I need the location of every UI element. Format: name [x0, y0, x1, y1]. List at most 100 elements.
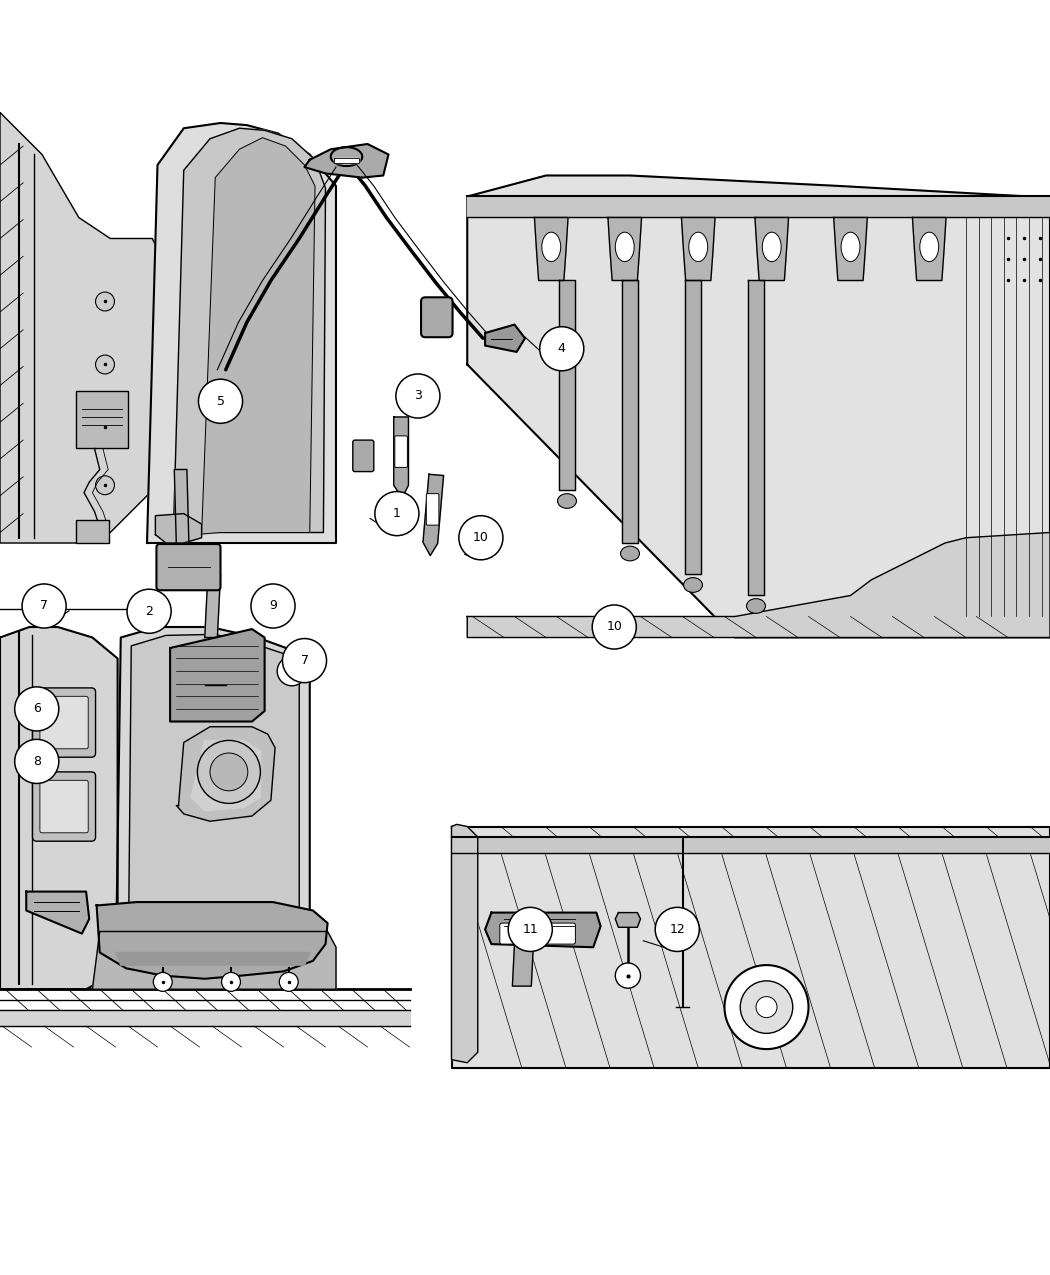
Circle shape [15, 740, 59, 783]
Circle shape [655, 908, 699, 951]
Text: 4: 4 [558, 342, 566, 356]
Text: 7: 7 [300, 654, 309, 667]
Polygon shape [467, 176, 1050, 638]
Ellipse shape [762, 232, 781, 261]
Ellipse shape [920, 232, 939, 261]
Circle shape [96, 354, 114, 374]
FancyBboxPatch shape [426, 493, 439, 525]
Polygon shape [116, 627, 310, 989]
Polygon shape [334, 158, 359, 163]
Ellipse shape [558, 493, 576, 509]
Polygon shape [452, 825, 478, 1063]
Circle shape [740, 980, 793, 1033]
Circle shape [96, 418, 114, 437]
Polygon shape [912, 218, 946, 280]
Ellipse shape [542, 232, 561, 261]
Polygon shape [155, 514, 202, 543]
Ellipse shape [747, 599, 765, 613]
Circle shape [197, 741, 260, 803]
Circle shape [375, 492, 419, 536]
Text: 7: 7 [40, 599, 48, 612]
FancyBboxPatch shape [395, 436, 407, 468]
Polygon shape [0, 112, 163, 543]
Circle shape [198, 379, 243, 423]
Polygon shape [423, 474, 443, 556]
Circle shape [592, 604, 636, 649]
Text: 10: 10 [606, 621, 623, 634]
Circle shape [615, 963, 640, 988]
Polygon shape [147, 122, 336, 543]
Circle shape [756, 997, 777, 1017]
Text: 10: 10 [472, 532, 489, 544]
Circle shape [277, 657, 307, 686]
Polygon shape [485, 913, 601, 947]
Circle shape [282, 639, 327, 682]
Polygon shape [559, 280, 575, 491]
FancyBboxPatch shape [40, 696, 88, 748]
Polygon shape [194, 138, 315, 534]
Text: 2: 2 [145, 604, 153, 618]
Circle shape [540, 326, 584, 371]
Polygon shape [97, 903, 328, 979]
Polygon shape [452, 826, 1050, 1068]
Polygon shape [681, 218, 715, 280]
FancyBboxPatch shape [40, 780, 88, 833]
Polygon shape [170, 629, 265, 722]
Circle shape [15, 687, 59, 731]
FancyBboxPatch shape [76, 390, 128, 449]
Circle shape [153, 973, 172, 992]
FancyBboxPatch shape [353, 440, 374, 472]
Ellipse shape [615, 232, 634, 261]
Polygon shape [174, 469, 189, 547]
Text: 1: 1 [393, 507, 401, 520]
Text: 5: 5 [216, 395, 225, 408]
Polygon shape [622, 280, 638, 543]
Polygon shape [608, 218, 642, 280]
Polygon shape [26, 891, 89, 933]
Text: 6: 6 [33, 703, 41, 715]
FancyBboxPatch shape [33, 771, 96, 842]
Polygon shape [205, 575, 220, 638]
Circle shape [459, 515, 503, 560]
Polygon shape [534, 218, 568, 280]
Text: 8: 8 [33, 755, 41, 768]
Ellipse shape [684, 578, 702, 593]
Circle shape [96, 476, 114, 495]
Polygon shape [0, 627, 118, 989]
Polygon shape [116, 952, 310, 965]
FancyBboxPatch shape [76, 520, 109, 543]
FancyBboxPatch shape [421, 297, 453, 337]
Circle shape [279, 973, 298, 992]
Polygon shape [467, 196, 1050, 218]
Polygon shape [485, 325, 525, 352]
FancyBboxPatch shape [156, 544, 220, 590]
Circle shape [127, 589, 171, 634]
Polygon shape [304, 144, 388, 177]
Text: 11: 11 [523, 923, 538, 936]
Polygon shape [92, 932, 336, 989]
Polygon shape [394, 417, 408, 497]
Circle shape [251, 584, 295, 629]
Polygon shape [452, 836, 1050, 853]
Text: 12: 12 [670, 923, 685, 936]
Circle shape [96, 292, 114, 311]
Circle shape [222, 973, 240, 992]
Polygon shape [467, 533, 1050, 638]
Circle shape [724, 965, 809, 1049]
Circle shape [396, 374, 440, 418]
Polygon shape [834, 218, 867, 280]
Polygon shape [191, 741, 260, 811]
Polygon shape [685, 280, 701, 575]
Polygon shape [512, 944, 533, 986]
Ellipse shape [841, 232, 860, 261]
Polygon shape [176, 727, 275, 821]
Circle shape [22, 584, 66, 629]
Circle shape [210, 754, 248, 790]
Polygon shape [755, 218, 789, 280]
Polygon shape [170, 129, 326, 538]
Ellipse shape [689, 232, 708, 261]
Polygon shape [615, 913, 640, 927]
FancyBboxPatch shape [500, 923, 575, 944]
Text: 3: 3 [414, 389, 422, 403]
Circle shape [36, 603, 48, 616]
